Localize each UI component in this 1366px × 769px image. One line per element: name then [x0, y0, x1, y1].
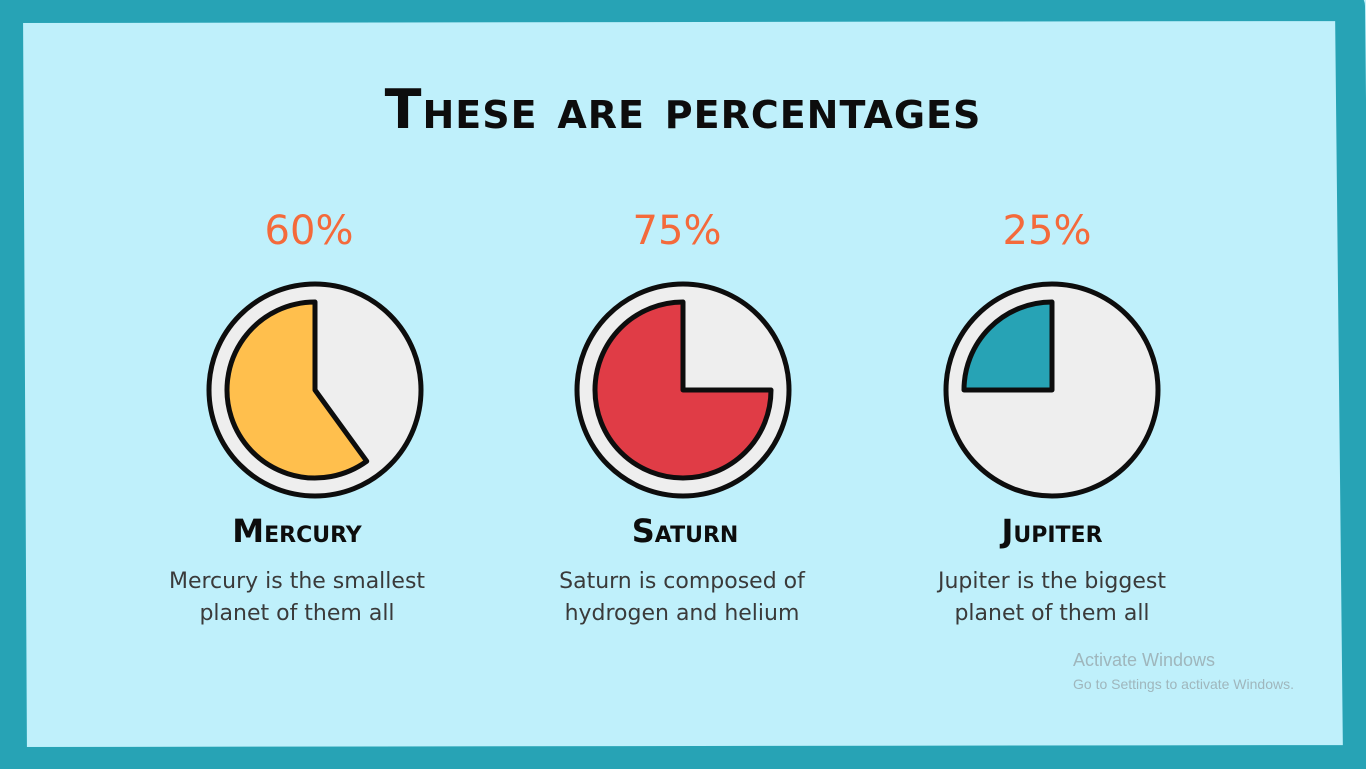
mercury-description-line-1: Mercury is the smallest [168, 569, 426, 594]
activate-windows-title: Activate Windows [1073, 650, 1216, 670]
mercury-description: Mercury is the smallest planet of them a… [137, 566, 457, 630]
jupiter-description: Jupiter is the biggest planet of them al… [892, 566, 1212, 630]
jupiter-description-line-1: Jupiter is the biggest [937, 569, 1166, 594]
jupiter-description-line-2: planet of them all [954, 601, 1150, 626]
slide-title: These are percentages [384, 78, 982, 141]
saturn-description: Saturn is composed of hydrogen and heliu… [522, 566, 842, 630]
jupiter-title: Jupiter [1001, 512, 1103, 550]
saturn-pie-chart [574, 281, 792, 499]
activate-windows-subtitle: Go to Settings to activate Windows. [1073, 676, 1294, 692]
saturn-description-line-1: Saturn is composed of [559, 569, 805, 594]
jupiter-pie-slice [961, 299, 1055, 393]
mercury-percent-label: 60% [264, 208, 354, 254]
mercury-description-line-2: planet of them all [199, 601, 395, 626]
saturn-description-line-2: hydrogen and helium [564, 601, 800, 626]
mercury-pie-chart [206, 281, 424, 499]
saturn-percent-label: 75% [632, 208, 722, 254]
jupiter-percent-label: 25% [1002, 208, 1092, 254]
mercury-pie-slice [224, 299, 370, 481]
jupiter-pie-chart [943, 281, 1161, 499]
saturn-pie-slice [592, 299, 774, 481]
saturn-title: Saturn [631, 512, 739, 550]
mercury-title: Mercury [232, 512, 362, 550]
